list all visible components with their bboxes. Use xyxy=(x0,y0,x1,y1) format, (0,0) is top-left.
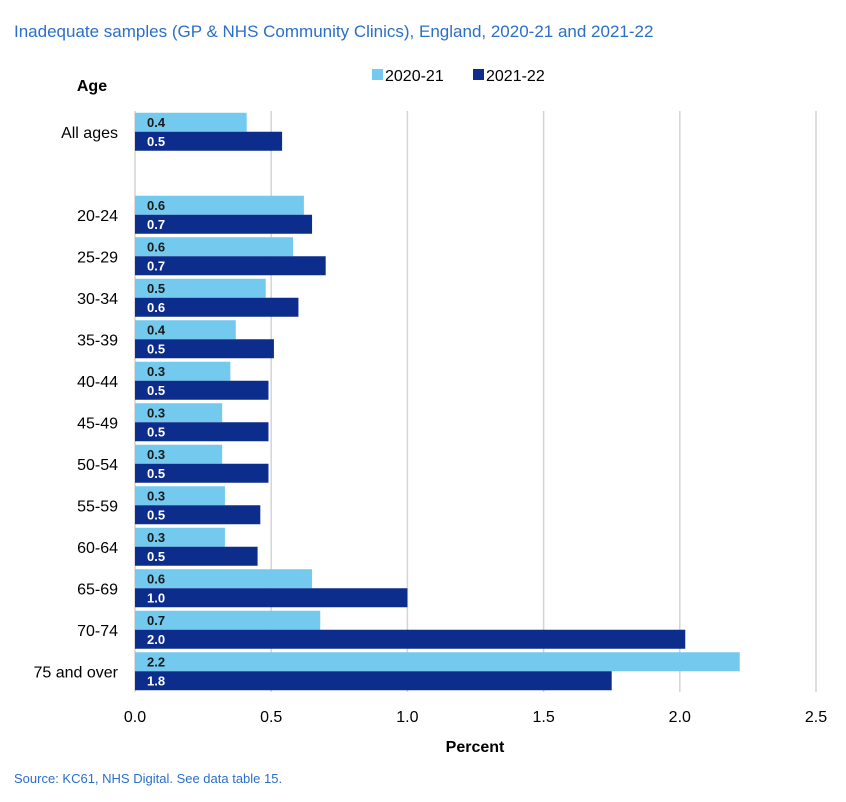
category-label: 30-34 xyxy=(77,291,118,308)
data-label: 0.3 xyxy=(147,530,165,545)
data-label: 0.6 xyxy=(147,198,165,213)
bar-2021-22 xyxy=(135,256,326,276)
legend: 2020-21 2021-22 xyxy=(372,68,545,85)
bar-2021-22 xyxy=(135,380,269,400)
bar-2021-22 xyxy=(135,214,313,234)
x-axis-label: Percent xyxy=(446,739,505,756)
x-tick-labels: 0.0 0.5 1.0 1.5 2.0 2.5 xyxy=(124,709,827,726)
data-label: 1.0 xyxy=(147,590,165,605)
data-label: 0.5 xyxy=(147,341,165,356)
bar-2020-21 xyxy=(135,195,304,215)
bar-2021-22 xyxy=(135,297,299,317)
chart-title: Inadequate samples (GP & NHS Community C… xyxy=(14,22,654,41)
category-label: 50-54 xyxy=(77,457,118,474)
data-label: 0.3 xyxy=(147,405,165,420)
bar-2021-22 xyxy=(135,546,258,566)
bar-2020-21 xyxy=(135,237,293,257)
data-label: 0.6 xyxy=(147,571,165,586)
data-label: 0.7 xyxy=(147,613,165,628)
legend-label: 2020-21 xyxy=(385,68,444,85)
data-label: 0.5 xyxy=(147,281,165,296)
x-tick-label: 0.0 xyxy=(124,709,146,726)
category-label: 45-49 xyxy=(77,415,118,432)
data-label: 0.5 xyxy=(147,134,165,149)
bar-2020-21 xyxy=(135,403,223,423)
bar-2021-22 xyxy=(135,422,269,442)
data-label: 2.0 xyxy=(147,632,165,647)
bar-2021-22 xyxy=(135,339,274,359)
bar-2021-22 xyxy=(135,131,283,151)
x-tick-label: 1.0 xyxy=(396,709,418,726)
bar-2020-21 xyxy=(135,610,321,630)
data-label: 0.5 xyxy=(147,549,165,564)
data-label: 2.2 xyxy=(147,654,165,669)
data-label: 0.7 xyxy=(147,217,165,232)
legend-swatch-2020-21 xyxy=(372,69,383,80)
data-label: 0.6 xyxy=(147,239,165,254)
data-label: 0.3 xyxy=(147,488,165,503)
data-label: 0.3 xyxy=(147,447,165,462)
category-label: 75 and over xyxy=(33,664,118,681)
x-tick-label: 2.0 xyxy=(669,709,691,726)
bar-2021-22 xyxy=(135,505,261,525)
bar-2020-21 xyxy=(135,652,740,672)
y-axis-label: Age xyxy=(77,78,107,95)
category-label: 25-29 xyxy=(77,249,118,266)
category-label: 35-39 xyxy=(77,332,118,349)
category-label: 70-74 xyxy=(77,623,118,640)
x-tick-label: 0.5 xyxy=(260,709,282,726)
data-label: 0.7 xyxy=(147,258,165,273)
bar-2020-21 xyxy=(135,569,313,589)
bar-2020-21 xyxy=(135,444,223,464)
bar-2020-21 xyxy=(135,486,225,506)
data-label: 0.4 xyxy=(147,115,166,130)
bars xyxy=(135,112,740,691)
legend-label: 2021-22 xyxy=(486,68,545,85)
category-label: 20-24 xyxy=(77,208,118,225)
bar-2020-21 xyxy=(135,361,231,381)
category-label: 65-69 xyxy=(77,581,118,598)
x-tick-label: 2.5 xyxy=(805,709,827,726)
data-label: 0.4 xyxy=(147,322,166,337)
data-label: 0.3 xyxy=(147,364,165,379)
data-label: 0.6 xyxy=(147,300,165,315)
data-label: 0.5 xyxy=(147,383,165,398)
bar-2020-21 xyxy=(135,278,266,298)
bar-2020-21 xyxy=(135,527,225,547)
bar-labels: 0.4 0.5 0.6 0.7 0.6 0.7 0.5 0.6 0.4 0.5 0.3 0.5 0.3 0… xyxy=(147,115,166,689)
data-label: 1.8 xyxy=(147,673,165,688)
data-label: 0.5 xyxy=(147,424,165,439)
bar-2020-21 xyxy=(135,320,236,340)
data-label: 0.5 xyxy=(147,507,165,522)
x-tick-label: 1.5 xyxy=(532,709,554,726)
bar-2021-22 xyxy=(135,588,408,608)
source-note: Source: KC61, NHS Digital. See data tabl… xyxy=(14,771,283,786)
category-labels: All ages 20-24 25-29 30-34 35-39 40-44 45-49 50… xyxy=(33,125,118,682)
bar-2021-22 xyxy=(135,671,612,691)
category-label: All ages xyxy=(61,125,118,142)
data-label: 0.5 xyxy=(147,466,165,481)
bar-2021-22 xyxy=(135,629,686,649)
category-label: 60-64 xyxy=(77,540,118,557)
category-label: 40-44 xyxy=(77,374,118,391)
bar-2020-21 xyxy=(135,112,247,132)
bar-2021-22 xyxy=(135,463,269,483)
legend-swatch-2021-22 xyxy=(473,69,484,80)
category-label: 55-59 xyxy=(77,498,118,515)
